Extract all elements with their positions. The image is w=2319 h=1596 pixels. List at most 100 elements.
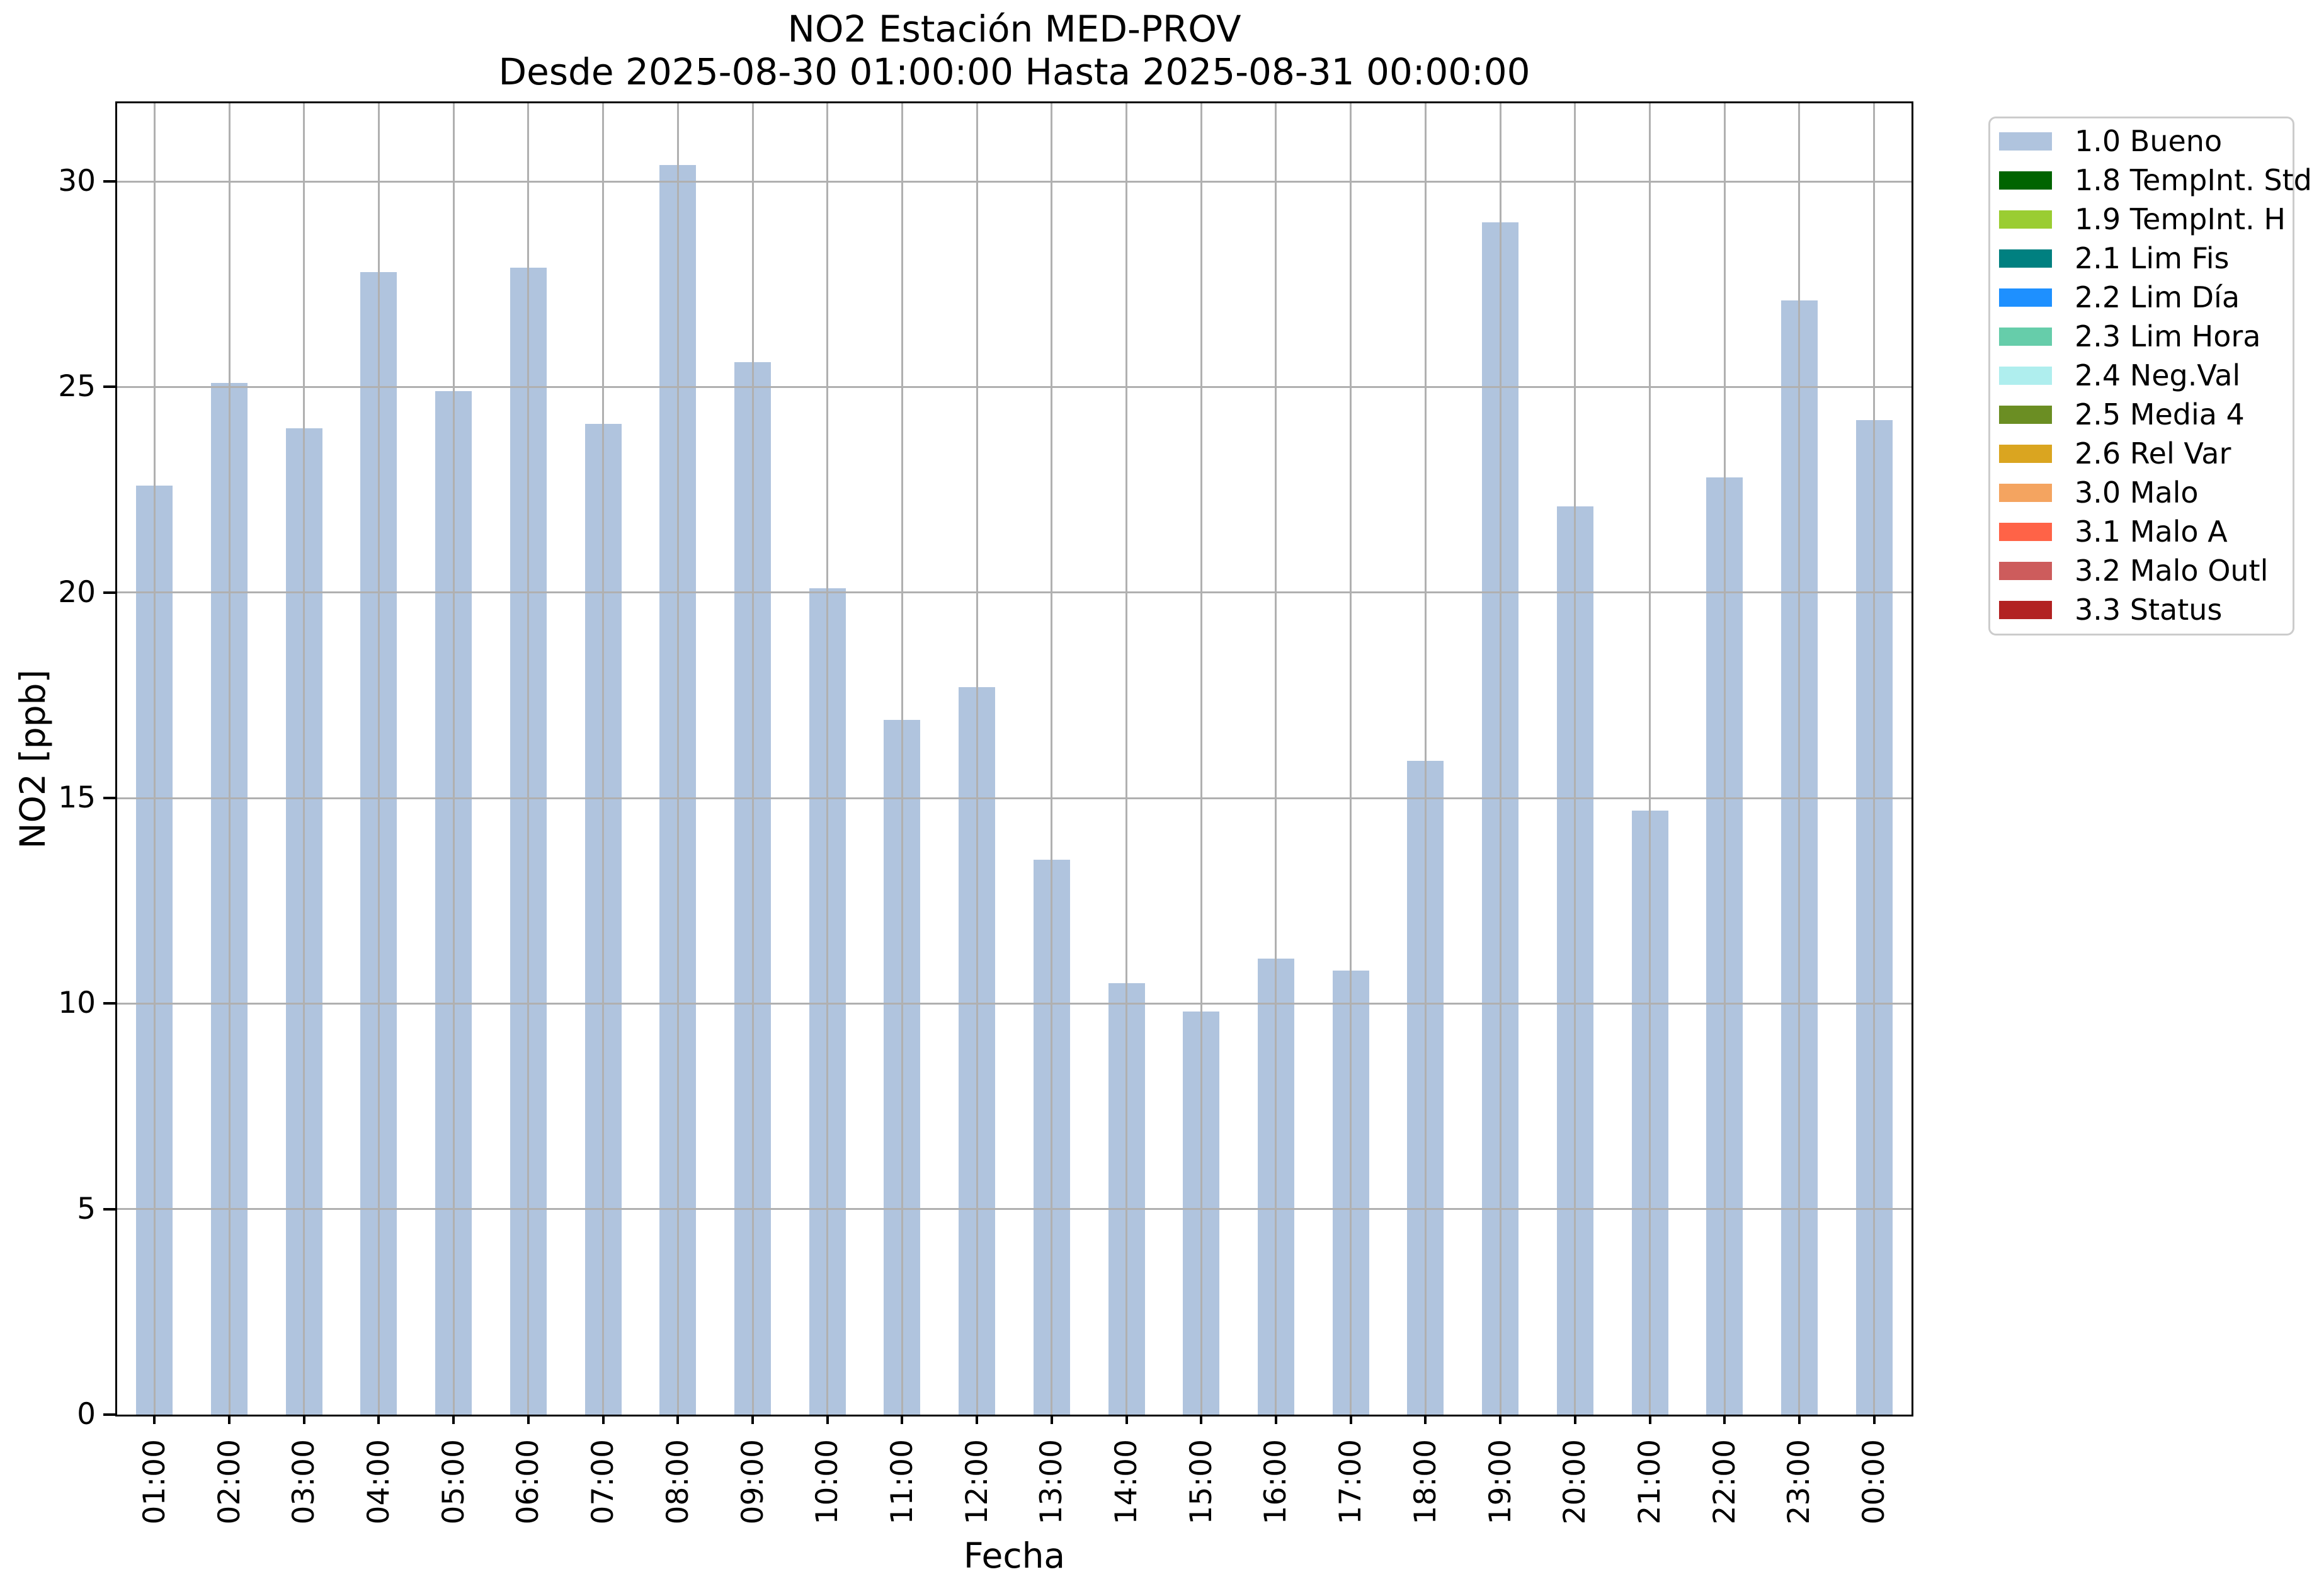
vertical-gridline: [1125, 103, 1128, 1415]
legend-swatch: [1999, 444, 2052, 463]
x-tick-mark: [1872, 1415, 1876, 1424]
legend-row: 3.3 Status: [1990, 590, 2293, 629]
x-tick-mark: [1424, 1415, 1427, 1424]
vertical-gridline: [1051, 103, 1053, 1415]
y-tick-mark: [103, 1002, 117, 1005]
x-tick-label: 06:00: [506, 1439, 550, 1524]
x-tick-mark: [976, 1415, 979, 1424]
legend-label: 1.8 TempInt. Std: [2075, 163, 2312, 197]
legend-row: 2.3 Lim Hora: [1990, 317, 2293, 356]
legend-label: 1.9 TempInt. H: [2075, 202, 2286, 236]
legend-label: 2.2 Lim Día: [2075, 280, 2240, 314]
vertical-gridline: [303, 103, 305, 1415]
legend-row: 3.1 Malo A: [1990, 512, 2293, 551]
x-tick-label-text: 16:00: [1258, 1439, 1294, 1525]
vertical-gridline: [452, 103, 455, 1415]
x-tick-label: 16:00: [1254, 1439, 1298, 1524]
y-tick-label: 0: [77, 1397, 96, 1432]
legend-row: 2.5 Media 4: [1990, 395, 2293, 434]
y-tick-mark: [103, 1413, 117, 1416]
chart-title: NO2 Estación MED-PROV: [787, 8, 1241, 50]
vertical-gridline: [527, 103, 530, 1415]
y-tick-label: 20: [58, 574, 96, 610]
legend-label: 2.1 Lim Fis: [2075, 241, 2230, 275]
legend-row: 1.9 TempInt. H: [1990, 200, 2293, 239]
legend-swatch: [1999, 249, 2052, 268]
legend-row: 2.1 Lim Fis: [1990, 239, 2293, 278]
chart-subtitle: Desde 2025-08-30 01:00:00 Hasta 2025-08-…: [498, 50, 1530, 93]
horizontal-gridline: [117, 1208, 1912, 1211]
x-tick-label-text: 01:00: [137, 1439, 172, 1525]
legend-label: 2.3 Lim Hora: [2075, 319, 2261, 353]
legend-label: 2.4 Neg.Val: [2075, 358, 2241, 392]
vertical-gridline: [1798, 103, 1801, 1415]
x-axis-label: Fecha: [963, 1536, 1066, 1576]
x-tick-label-text: 13:00: [1034, 1439, 1069, 1525]
y-tick-label: 25: [58, 369, 96, 404]
x-tick-mark: [901, 1415, 904, 1424]
x-tick-mark: [1274, 1415, 1277, 1424]
y-tick-mark: [103, 797, 117, 799]
x-tick-mark: [1499, 1415, 1502, 1424]
vertical-gridline: [377, 103, 380, 1415]
y-tick-mark: [103, 180, 117, 183]
y-tick-label: 30: [58, 164, 96, 198]
vertical-gridline: [1723, 103, 1726, 1415]
x-tick-label-text: 21:00: [1632, 1439, 1668, 1525]
legend-swatch: [1999, 561, 2052, 580]
vertical-gridline: [153, 103, 156, 1415]
legend-row: 3.0 Malo: [1990, 473, 2293, 512]
legend-row: 1.0 Bueno: [1990, 122, 2293, 161]
x-tick-mark: [1125, 1415, 1128, 1424]
vertical-gridline: [1649, 103, 1651, 1415]
x-tick-label: 00:00: [1852, 1439, 1896, 1524]
y-tick-mark: [103, 591, 117, 594]
x-tick-label: 05:00: [431, 1439, 476, 1524]
plot-area: [117, 103, 1912, 1415]
y-tick-mark: [103, 385, 117, 389]
x-tick-label-text: 00:00: [1857, 1439, 1892, 1525]
x-tick-label: 14:00: [1105, 1439, 1149, 1524]
x-tick-mark: [228, 1415, 231, 1424]
x-tick-label: 22:00: [1702, 1439, 1746, 1524]
legend-swatch: [1999, 132, 2052, 151]
x-tick-mark: [676, 1415, 680, 1424]
legend-swatch: [1999, 522, 2052, 541]
vertical-gridline: [1424, 103, 1427, 1415]
legend-row: 3.2 Malo Outl: [1990, 551, 2293, 590]
legend-label: 2.6 Rel Var: [2075, 436, 2231, 470]
vertical-gridline: [1873, 103, 1876, 1415]
legend-swatch: [1999, 171, 2052, 190]
x-tick-label: 03:00: [282, 1439, 326, 1524]
x-tick-label-text: 15:00: [1183, 1439, 1219, 1525]
vertical-gridline: [751, 103, 754, 1415]
x-tick-label-text: 06:00: [511, 1439, 546, 1525]
vertical-gridline: [1200, 103, 1202, 1415]
x-tick-label: 19:00: [1478, 1439, 1522, 1524]
x-tick-mark: [601, 1415, 605, 1424]
legend-row: 2.4 Neg.Val: [1990, 356, 2293, 395]
x-tick-label-text: 10:00: [810, 1439, 845, 1525]
x-tick-label: 02:00: [207, 1439, 251, 1524]
x-tick-label: 15:00: [1179, 1439, 1223, 1524]
x-tick-mark: [377, 1415, 380, 1424]
x-tick-label-text: 12:00: [959, 1439, 994, 1525]
legend-swatch: [1999, 405, 2052, 424]
x-tick-label-text: 03:00: [287, 1439, 322, 1525]
x-tick-label-text: 19:00: [1483, 1439, 1518, 1525]
x-tick-label-text: 23:00: [1782, 1439, 1817, 1525]
x-tick-label: 13:00: [1030, 1439, 1074, 1524]
legend-label: 3.1 Malo A: [2075, 515, 2228, 549]
legend-label: 3.0 Malo: [2075, 476, 2199, 510]
x-tick-label: 23:00: [1777, 1439, 1821, 1524]
x-tick-mark: [153, 1415, 156, 1424]
x-tick-label: 17:00: [1329, 1439, 1373, 1524]
x-tick-label-text: 07:00: [586, 1439, 621, 1525]
legend-swatch: [1999, 366, 2052, 385]
legend-swatch: [1999, 288, 2052, 307]
legend-swatch: [1999, 483, 2052, 502]
y-tick-label: 5: [77, 1191, 96, 1226]
legend-row: 1.8 TempInt. Std: [1990, 161, 2312, 200]
legend-label: 3.3 Status: [2075, 593, 2223, 627]
x-tick-mark: [751, 1415, 755, 1424]
